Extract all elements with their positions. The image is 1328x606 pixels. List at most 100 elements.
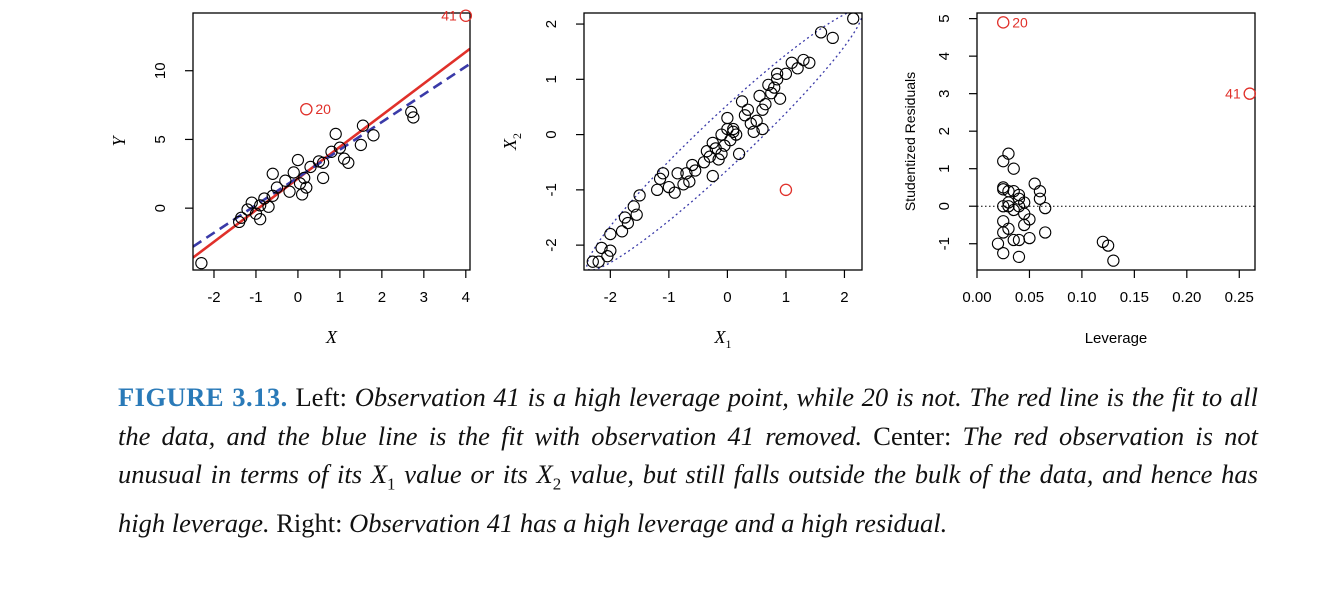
caption-text: Observation 41 is a high leverage point,…: [118, 382, 1258, 451]
data-point: [270, 181, 284, 194]
data-point: [651, 183, 664, 197]
x-tick-label: 0.05: [1015, 289, 1044, 306]
caption-text: The red observation is not unusual in te…: [118, 420, 1258, 490]
data-point: [304, 160, 317, 174]
highlight-point: [459, 9, 473, 22]
caption-text: value, but still falls outside the bulk …: [118, 459, 1258, 538]
data-point: [770, 73, 784, 86]
highlight-point: [1243, 87, 1257, 100]
data-point: [592, 255, 605, 268]
figure-caption: FIGURE 3.13. Left: Observation 41 is a h…: [118, 378, 1258, 542]
data-point: [997, 226, 1010, 239]
data-point: [604, 244, 617, 257]
caption-text: value or its X: [395, 459, 553, 489]
x-tick-label: 0.15: [1120, 289, 1149, 306]
data-point: [235, 211, 248, 224]
data-point: [677, 178, 690, 191]
data-point: [997, 155, 1010, 168]
highlight-point-label: 41: [1225, 86, 1241, 102]
data-point: [316, 171, 330, 185]
data-point: [1101, 239, 1115, 252]
data-point: [1039, 201, 1052, 215]
data-point: [656, 167, 670, 180]
data-point: [689, 164, 702, 177]
data-point: [295, 188, 309, 201]
x-tick-label: 0: [723, 289, 731, 306]
data-point: [683, 175, 696, 188]
x-tick-label: 2: [378, 289, 386, 306]
data-point: [668, 186, 681, 199]
plot-area: [193, 47, 470, 270]
panel-right: 0.00 0.05 0.10 0.15 0.20 0.25 -1 0 1 2 3 4 5 Leverage…: [902, 12, 1257, 347]
x-tick-label: -1: [249, 289, 262, 306]
x-tick-label: 2: [840, 289, 848, 306]
y-tick-label: 4: [936, 52, 953, 60]
highlight-point: [779, 183, 793, 197]
data-point: [1033, 185, 1047, 198]
data-point: [258, 192, 271, 205]
data-point: [753, 89, 766, 103]
x-axis-title: X1: [714, 327, 732, 351]
data-point: [1107, 254, 1120, 267]
data-point: [1012, 188, 1026, 202]
data-point: [730, 128, 743, 141]
data-point: [997, 215, 1010, 228]
data-point: [283, 185, 296, 198]
y-tick-label: 2: [543, 20, 560, 28]
data-point: [367, 129, 380, 142]
y-axis-title-subscript: 2: [510, 133, 524, 139]
data-point: [706, 169, 719, 183]
data-point: [405, 105, 418, 119]
data-point: [756, 103, 769, 116]
data-point: [300, 181, 313, 194]
y-tick-label: 0: [543, 130, 560, 138]
x-tick-label: -2: [604, 289, 617, 306]
plot-frame: [583, 12, 863, 271]
data-point: [997, 183, 1010, 196]
data-point: [756, 122, 769, 136]
y-tick-label: 3: [936, 89, 953, 97]
data-point: [604, 227, 617, 241]
data-point: [254, 199, 267, 212]
highlight-point-label: 41: [441, 8, 457, 24]
data-point: [356, 119, 370, 132]
data-point: [633, 189, 646, 202]
x-tick-label: 3: [420, 289, 428, 306]
data-point: [680, 167, 693, 180]
plot-frame: [192, 12, 471, 271]
data-point: [621, 216, 635, 230]
y-tick-label: 10: [152, 62, 169, 79]
y-tick-label: 5: [936, 14, 953, 22]
panel-center: -2 -1 0 1 2 -2 -1 0 1 2 X1 X2: [500, 12, 863, 351]
x-tick-label: 0.10: [1067, 289, 1096, 306]
data-point: [814, 26, 828, 39]
data-point: [586, 255, 599, 268]
caption-text: 1: [387, 474, 396, 494]
data-point: [1002, 147, 1015, 160]
caption-text: Center:: [862, 420, 963, 451]
data-point: [703, 150, 716, 163]
x-tick-label: 0.20: [1172, 289, 1201, 306]
highlight-point-label: 20: [1012, 14, 1028, 30]
data-point: [762, 78, 775, 91]
data-point: [354, 138, 368, 152]
data-point: [768, 81, 781, 94]
caption-text: Right:: [269, 507, 350, 538]
y-axis-title: X2: [500, 133, 524, 151]
highlight-point: [300, 102, 313, 116]
data-point: [773, 92, 787, 105]
y-tick-label: 2: [936, 127, 953, 135]
data-point: [747, 125, 760, 138]
plot-area: [586, 13, 862, 270]
data-point: [1039, 226, 1052, 239]
x-axis-title: X: [325, 327, 338, 347]
x-tick-label: 1: [782, 289, 790, 306]
data-point: [254, 212, 267, 226]
data-point: [741, 103, 755, 116]
fit-line-all-data: [193, 47, 470, 259]
data-point: [266, 167, 279, 180]
data-point: [630, 208, 643, 221]
data-point: [241, 203, 254, 216]
data-point: [744, 117, 757, 130]
data-point: [287, 166, 300, 179]
